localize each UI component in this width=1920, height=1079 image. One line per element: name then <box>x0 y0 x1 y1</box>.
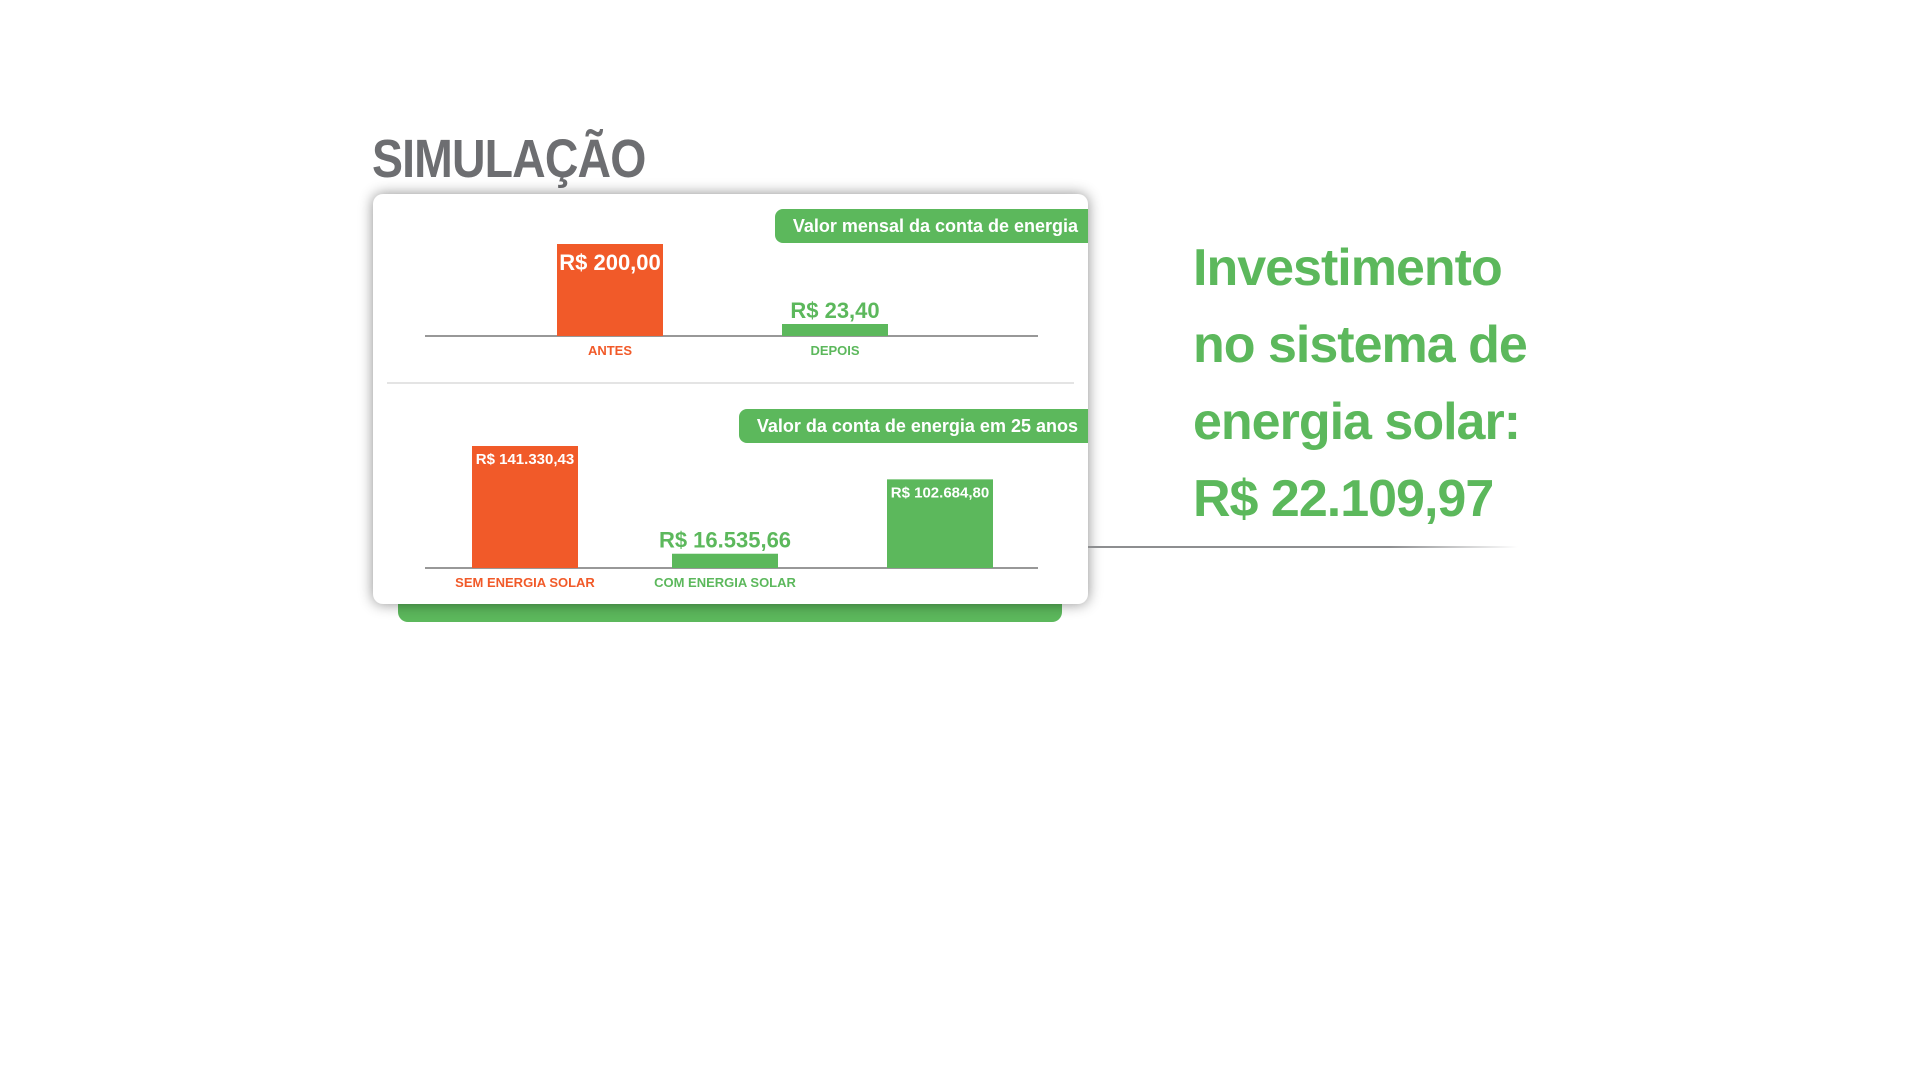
value-label-1: R$ 141.330,43 <box>476 451 574 468</box>
bar-2 <box>672 553 778 568</box>
bar-3 <box>887 479 993 568</box>
chart-divider <box>387 382 1074 384</box>
bar-1 <box>557 244 663 336</box>
investment-line-1: Investimento <box>1193 239 1503 297</box>
investment-line-2: no sistema de <box>1193 316 1528 374</box>
bar-2 <box>782 324 888 336</box>
category-label-2: DEPOIS <box>810 343 859 358</box>
category-label-1: SEM ENERGIA SOLAR <box>455 575 595 590</box>
simulation-card: Valor mensal da conta de energia R$ 200,… <box>373 194 1088 604</box>
investment-underline <box>1088 546 1518 548</box>
value-label-2: R$ 16.535,66 <box>659 528 791 553</box>
value-label-1: R$ 200,00 <box>559 250 661 275</box>
category-label-2: COM ENERGIA SOLAR <box>654 575 796 590</box>
monthly-chart-title: Valor mensal da conta de energia <box>774 209 1088 243</box>
value-label-3: R$ 102.684,80 <box>891 484 989 501</box>
page-title: SIMULAÇÃO <box>372 129 646 189</box>
bar-1 <box>472 446 578 568</box>
monthly-bill-chart: R$ 200,00 ANTES R$ 23,40 DEPOIS <box>425 244 1038 358</box>
investment-amount: R$ 22.109,97 <box>1193 470 1494 528</box>
value-label-2: R$ 23,40 <box>790 298 879 323</box>
investment-line-3: energia solar: <box>1193 393 1521 451</box>
category-label-1: ANTES <box>588 343 632 358</box>
longterm-chart-title: Valor da conta de energia em 25 anos <box>738 409 1088 443</box>
investment-text: Investimento no sistema de energia solar… <box>1193 230 1613 538</box>
longterm-bill-chart: R$ 141.330,43 SEM ENERGIA SOLAR R$ 16.535,… <box>425 446 1038 590</box>
